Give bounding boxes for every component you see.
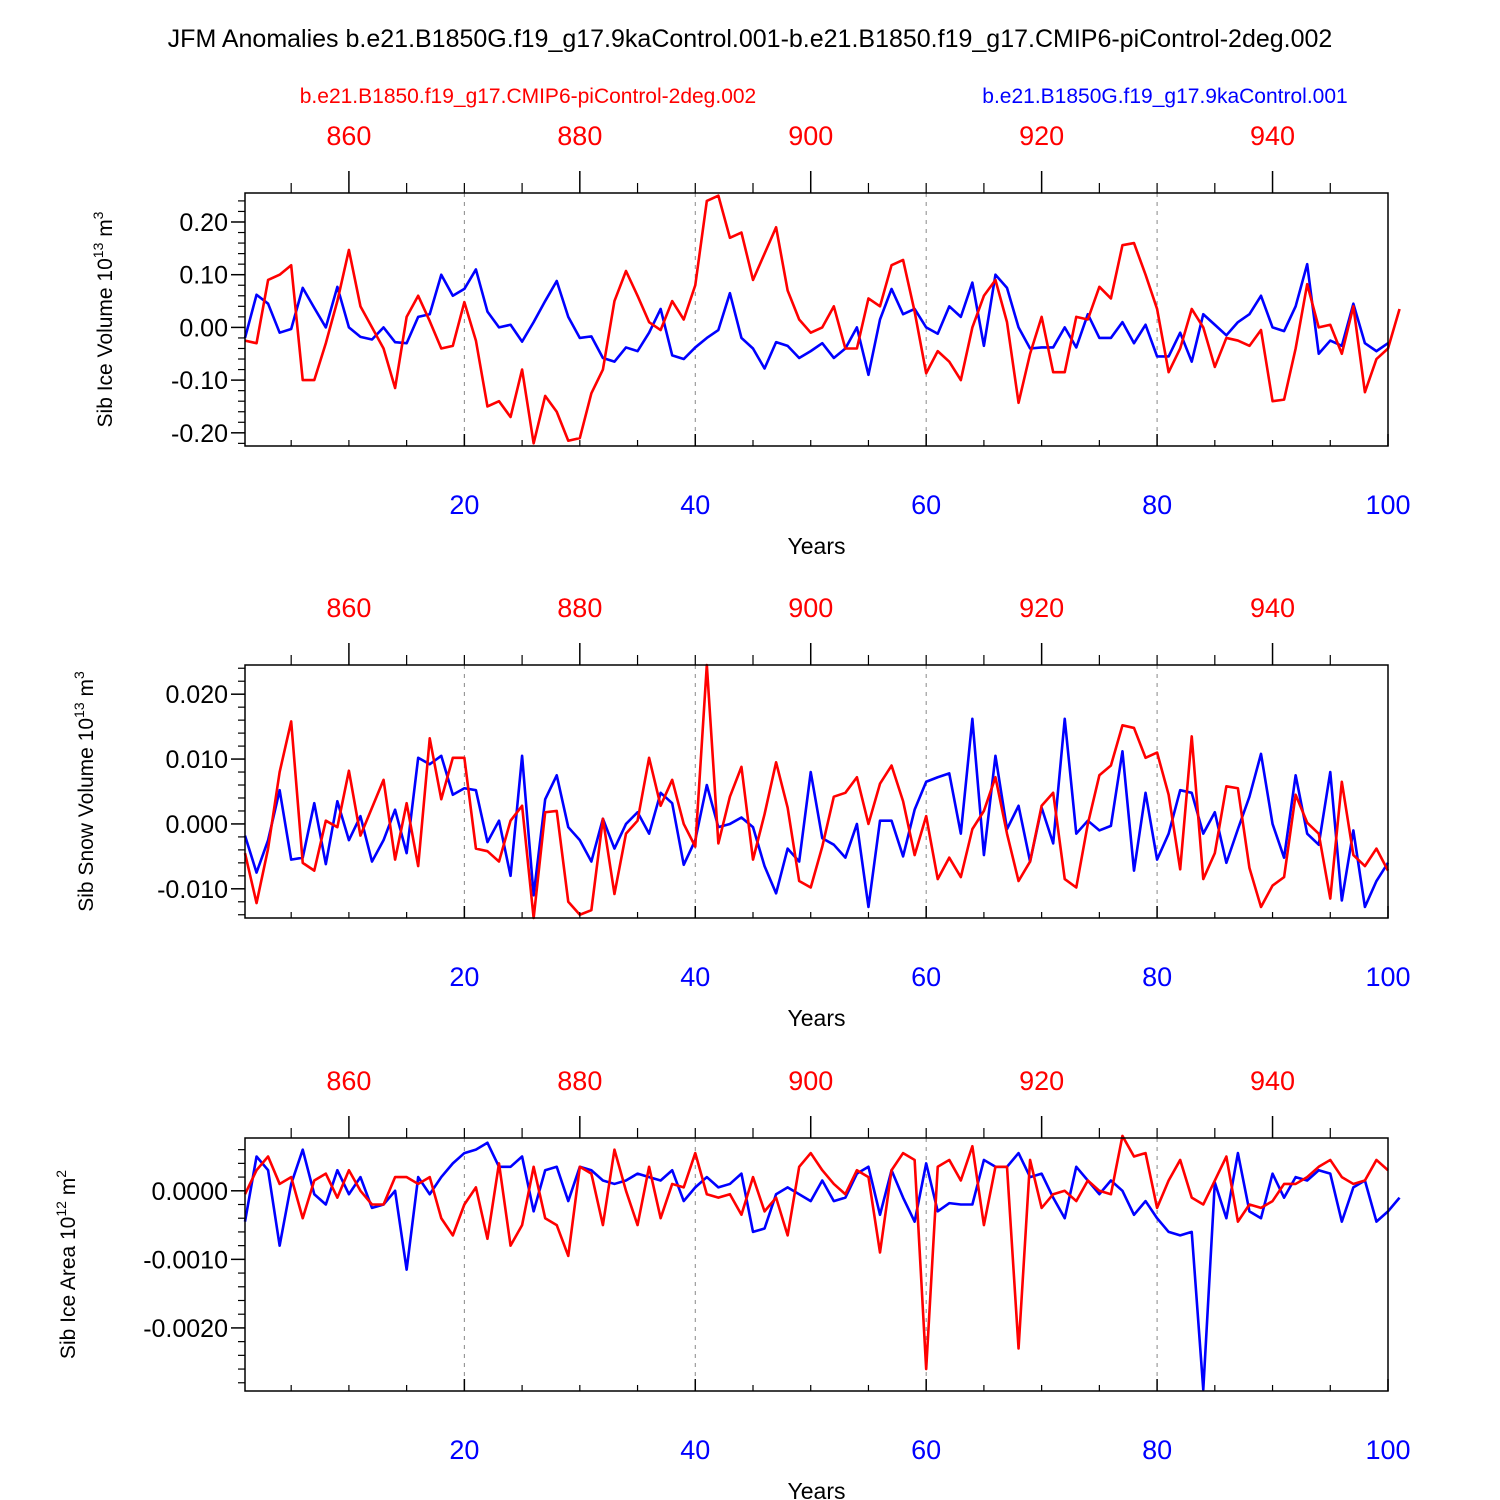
x-tick-label: 20 [449, 1435, 479, 1465]
top-x-tick-label: 920 [1019, 1066, 1064, 1096]
legend-blue-label: b.e21.B1850G.f19_g17.9kaControl.001 [982, 85, 1347, 108]
x-tick-label: 40 [680, 1435, 710, 1465]
y-axis-title-superscript: 13 [71, 702, 87, 718]
x-tick-label: 60 [911, 490, 941, 520]
y-axis-title-superscript: 3 [90, 211, 106, 219]
series-line-blue [243, 1141, 1401, 1391]
top-x-tick-label: 940 [1250, 593, 1295, 623]
top-x-tick-label: 940 [1250, 1066, 1295, 1096]
y-axis-title-superscript: 2 [53, 1170, 69, 1178]
y-tick-label: -0.20 [171, 420, 228, 448]
y-tick-label: -0.0020 [143, 1315, 228, 1343]
top-x-tick-label: 900 [788, 1066, 833, 1096]
top-x-tick-label: 880 [557, 593, 602, 623]
top-x-tick-label: 880 [557, 121, 602, 151]
panels: 20 40 60 80 100 860 880 900 920 940 -0.20 -0.10 0.00… [53, 121, 1411, 1500]
y-tick-label: 0.20 [179, 209, 228, 237]
y-axis-title-superscript: 13 [90, 242, 106, 258]
y-tick-label: 0.00 [179, 314, 228, 342]
y-tick-label: 0.010 [165, 746, 228, 774]
x-axis-title: Years [788, 1005, 846, 1031]
y-tick-label: 0.0000 [152, 1178, 228, 1206]
x-tick-label: 100 [1365, 962, 1410, 992]
x-tick-label: 80 [1142, 1435, 1172, 1465]
top-x-tick-label: 900 [788, 121, 833, 151]
y-axis-title-part: m [57, 1178, 80, 1201]
series-line-blue [243, 262, 1389, 377]
top-x-tick-label: 860 [326, 593, 371, 623]
y-axis-title-part: Sib Ice Area 10 [57, 1217, 80, 1359]
top-x-tick-label: 860 [326, 121, 371, 151]
x-axis-title: Years [788, 533, 846, 559]
chart-panel-3: 20 40 60 80 100 860 880 900 920 940 -0.0020 -0.0010… [53, 1066, 1411, 1500]
x-tick-label: 80 [1142, 962, 1172, 992]
y-axis-title: Sib Ice Volume 1013 m3 [90, 211, 117, 427]
chart-panel-1: 20 40 60 80 100 860 880 900 920 940 -0.20 -0.10 0.00… [90, 121, 1411, 559]
series-line-red [244, 194, 1401, 445]
y-axis-title-superscript: 12 [53, 1201, 69, 1217]
y-tick-label: 0.000 [165, 811, 228, 839]
series-line-red [243, 663, 1390, 920]
y-tick-label: -0.0010 [143, 1246, 228, 1274]
y-axis-title: Sib Snow Volume 1013 m3 [71, 671, 98, 912]
y-axis-title-superscript: 3 [71, 671, 87, 679]
y-axis-title-part: Sib Ice Volume 10 [94, 258, 117, 427]
plot-frame [244, 664, 1389, 919]
top-x-tick-label: 920 [1019, 593, 1064, 623]
x-axis-title: Years [788, 1478, 846, 1500]
y-tick-label: 0.10 [179, 262, 228, 290]
chart-panel-2: 20 40 60 80 100 860 880 900 920 940 -0.010 0.000 0.0… [71, 593, 1411, 1031]
y-axis-title-part: m [94, 219, 117, 242]
top-x-tick-label: 940 [1250, 121, 1295, 151]
y-tick-label: 0.020 [165, 681, 228, 709]
top-x-tick-label: 880 [557, 1066, 602, 1096]
series-line-blue [243, 717, 1390, 909]
y-axis-title-part: m [75, 679, 98, 702]
x-tick-label: 80 [1142, 490, 1172, 520]
y-axis-title: Sib Ice Area 1012 m2 [53, 1170, 80, 1359]
top-x-tick-label: 860 [326, 1066, 371, 1096]
x-tick-label: 100 [1365, 1435, 1410, 1465]
top-x-tick-label: 900 [788, 593, 833, 623]
y-tick-label: -0.10 [171, 367, 228, 395]
x-tick-label: 20 [449, 490, 479, 520]
top-x-tick-label: 920 [1019, 121, 1064, 151]
legend-red-label: b.e21.B1850.f19_g17.CMIP6-piControl-2deg… [300, 85, 756, 108]
x-tick-label: 60 [911, 962, 941, 992]
plot-frame [244, 1137, 1389, 1392]
x-tick-label: 20 [449, 962, 479, 992]
x-tick-label: 60 [911, 1435, 941, 1465]
y-tick-label: -0.010 [157, 876, 228, 904]
x-tick-label: 100 [1365, 490, 1410, 520]
series-line-red [243, 1134, 1389, 1371]
x-tick-label: 40 [680, 490, 710, 520]
x-tick-label: 40 [680, 962, 710, 992]
plot-frame [244, 192, 1389, 447]
figure-title: JFM Anomalies b.e21.B1850G.f19_g17.9kaCo… [168, 25, 1333, 53]
y-axis-title-part: Sib Snow Volume 10 [75, 718, 98, 912]
